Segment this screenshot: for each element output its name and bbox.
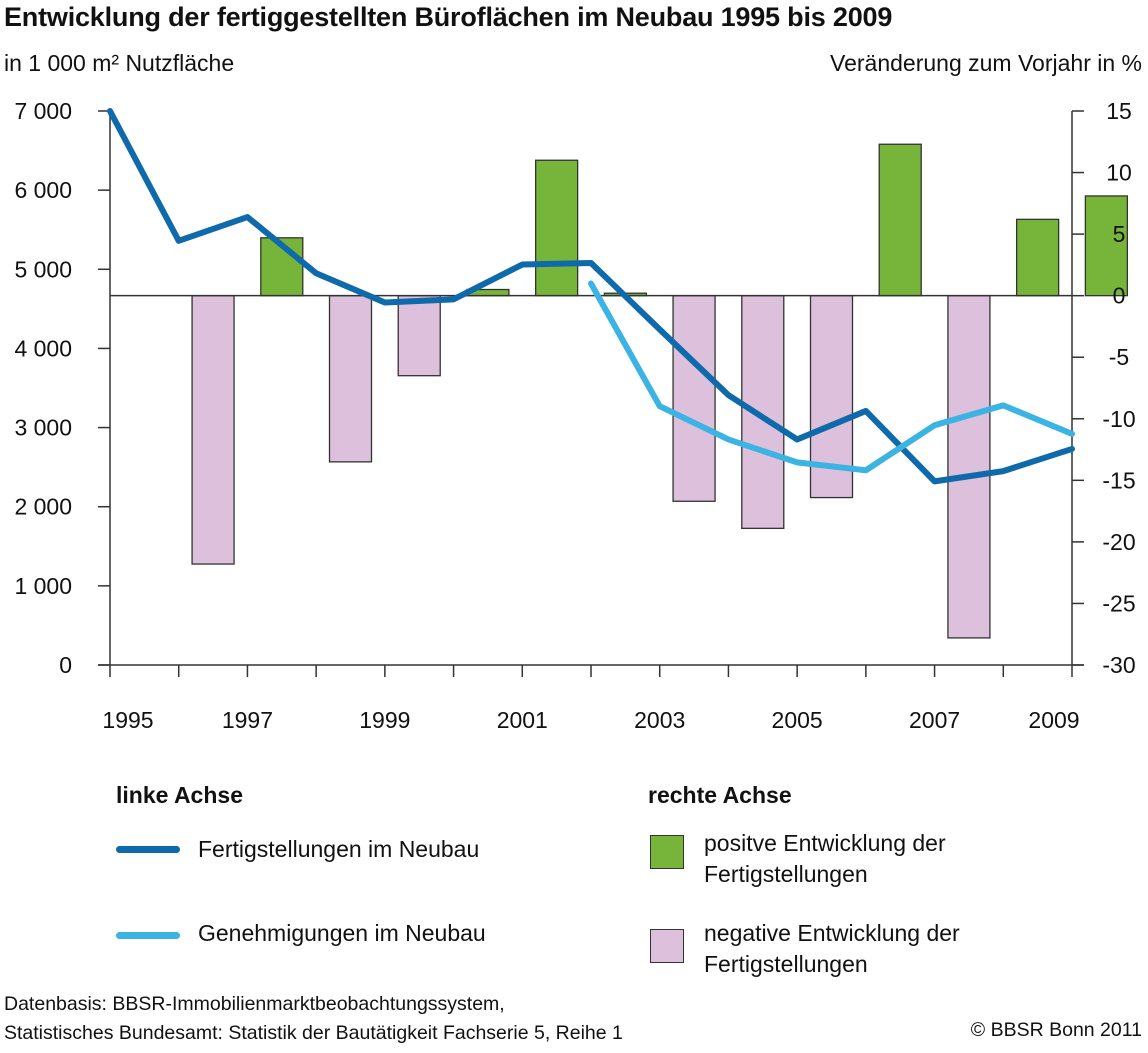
bar-1999 <box>397 295 441 377</box>
legend-label-positive-line2: Fertigstellungen <box>704 861 868 887</box>
right-tick-label: -10 <box>1102 406 1135 432</box>
source-line-1: Datenbasis: BBSR-Immobilienmarktbeobacht… <box>4 993 505 1015</box>
left-tick-label: 5 000 <box>14 256 72 282</box>
bar-1998 <box>328 295 373 463</box>
left-tick-label: 7 000 <box>14 98 72 124</box>
chart-title: Entwicklung der fertiggestellten Büroflä… <box>4 2 893 32</box>
left-tick-label: 1 000 <box>14 573 72 599</box>
legend-label-negative: negative Entwicklung der Fertigstellunge… <box>704 918 960 980</box>
x-tick-label: 2009 <box>1028 707 1079 733</box>
line-fertigstellungen <box>107 108 1075 485</box>
chart-canvas: 0 1 000 2 000 3 000 4 000 5 000 6 000 7 000 -30 -… <box>14 98 1135 733</box>
left-tick-label: 6 000 <box>14 177 72 203</box>
legend-swatch-positive <box>650 835 684 869</box>
legend-label-fertigstellungen: Fertigstellungen im Neubau <box>198 836 480 862</box>
legend-label-negative-line1: negative Entwicklung der <box>704 920 960 946</box>
left-tick-label: 0 <box>59 652 72 678</box>
bar-2008 <box>1015 218 1060 297</box>
bar-2003 <box>672 295 716 502</box>
source-line-2: Statistisches Bundesamt: Statistik der B… <box>4 1022 623 1044</box>
bar-1996 <box>191 295 235 565</box>
right-tick-label: 0 <box>1113 283 1126 309</box>
line-genehmigungen <box>588 280 1075 474</box>
x-tick-label: 1995 <box>102 707 153 733</box>
bar-2007 <box>947 295 991 639</box>
legend-heading-right-axis: rechte Achse <box>648 782 792 808</box>
right-axis-title: Veränderung zum Vorjahr in % <box>830 50 1142 76</box>
bar-2001 <box>534 159 579 297</box>
right-tick-label: 15 <box>1106 98 1132 124</box>
right-tick-label: 5 <box>1113 221 1126 247</box>
right-tick-label: -5 <box>1109 344 1129 370</box>
legend-label-genehmigungen: Genehmigungen im Neubau <box>198 920 486 946</box>
left-tick-label: 4 000 <box>14 335 72 361</box>
bar-2004 <box>741 295 785 529</box>
right-tick-label: -30 <box>1102 652 1135 678</box>
legend-swatch-fertigstellungen <box>116 846 180 853</box>
x-tick-label: 2005 <box>772 707 823 733</box>
legend-heading-left-axis: linke Achse <box>116 782 243 808</box>
left-tick-label: 3 000 <box>14 415 72 441</box>
legend-label-positive: positve Entwicklung der Fertigstellungen <box>704 828 946 890</box>
right-tick-label: -15 <box>1102 467 1135 493</box>
x-tick-label: 2001 <box>497 707 548 733</box>
x-tick-label: 2003 <box>634 707 685 733</box>
legend-label-negative-line2: Fertigstellungen <box>704 951 868 977</box>
right-tick-label: -20 <box>1102 529 1135 555</box>
copyright: © BBSR Bonn 2011 <box>970 1019 1142 1041</box>
bar-2006 <box>878 143 922 297</box>
source-note: Datenbasis: BBSR-Immobilienmarktbeobacht… <box>4 990 623 1048</box>
x-tick-label: 1999 <box>359 707 410 733</box>
right-tick-label: -25 <box>1102 590 1135 616</box>
legend-swatch-negative <box>650 929 684 963</box>
right-tick-label: 10 <box>1106 160 1132 186</box>
x-tick-label: 2007 <box>909 707 960 733</box>
x-tick-label: 1997 <box>222 707 273 733</box>
bar-2009 <box>1084 195 1129 297</box>
left-tick-label: 2 000 <box>14 494 72 520</box>
left-axis-title: in 1 000 m² Nutzfläche <box>4 50 235 76</box>
legend-swatch-genehmigungen <box>116 932 180 939</box>
legend-label-positive-line1: positve Entwicklung der <box>704 830 946 856</box>
